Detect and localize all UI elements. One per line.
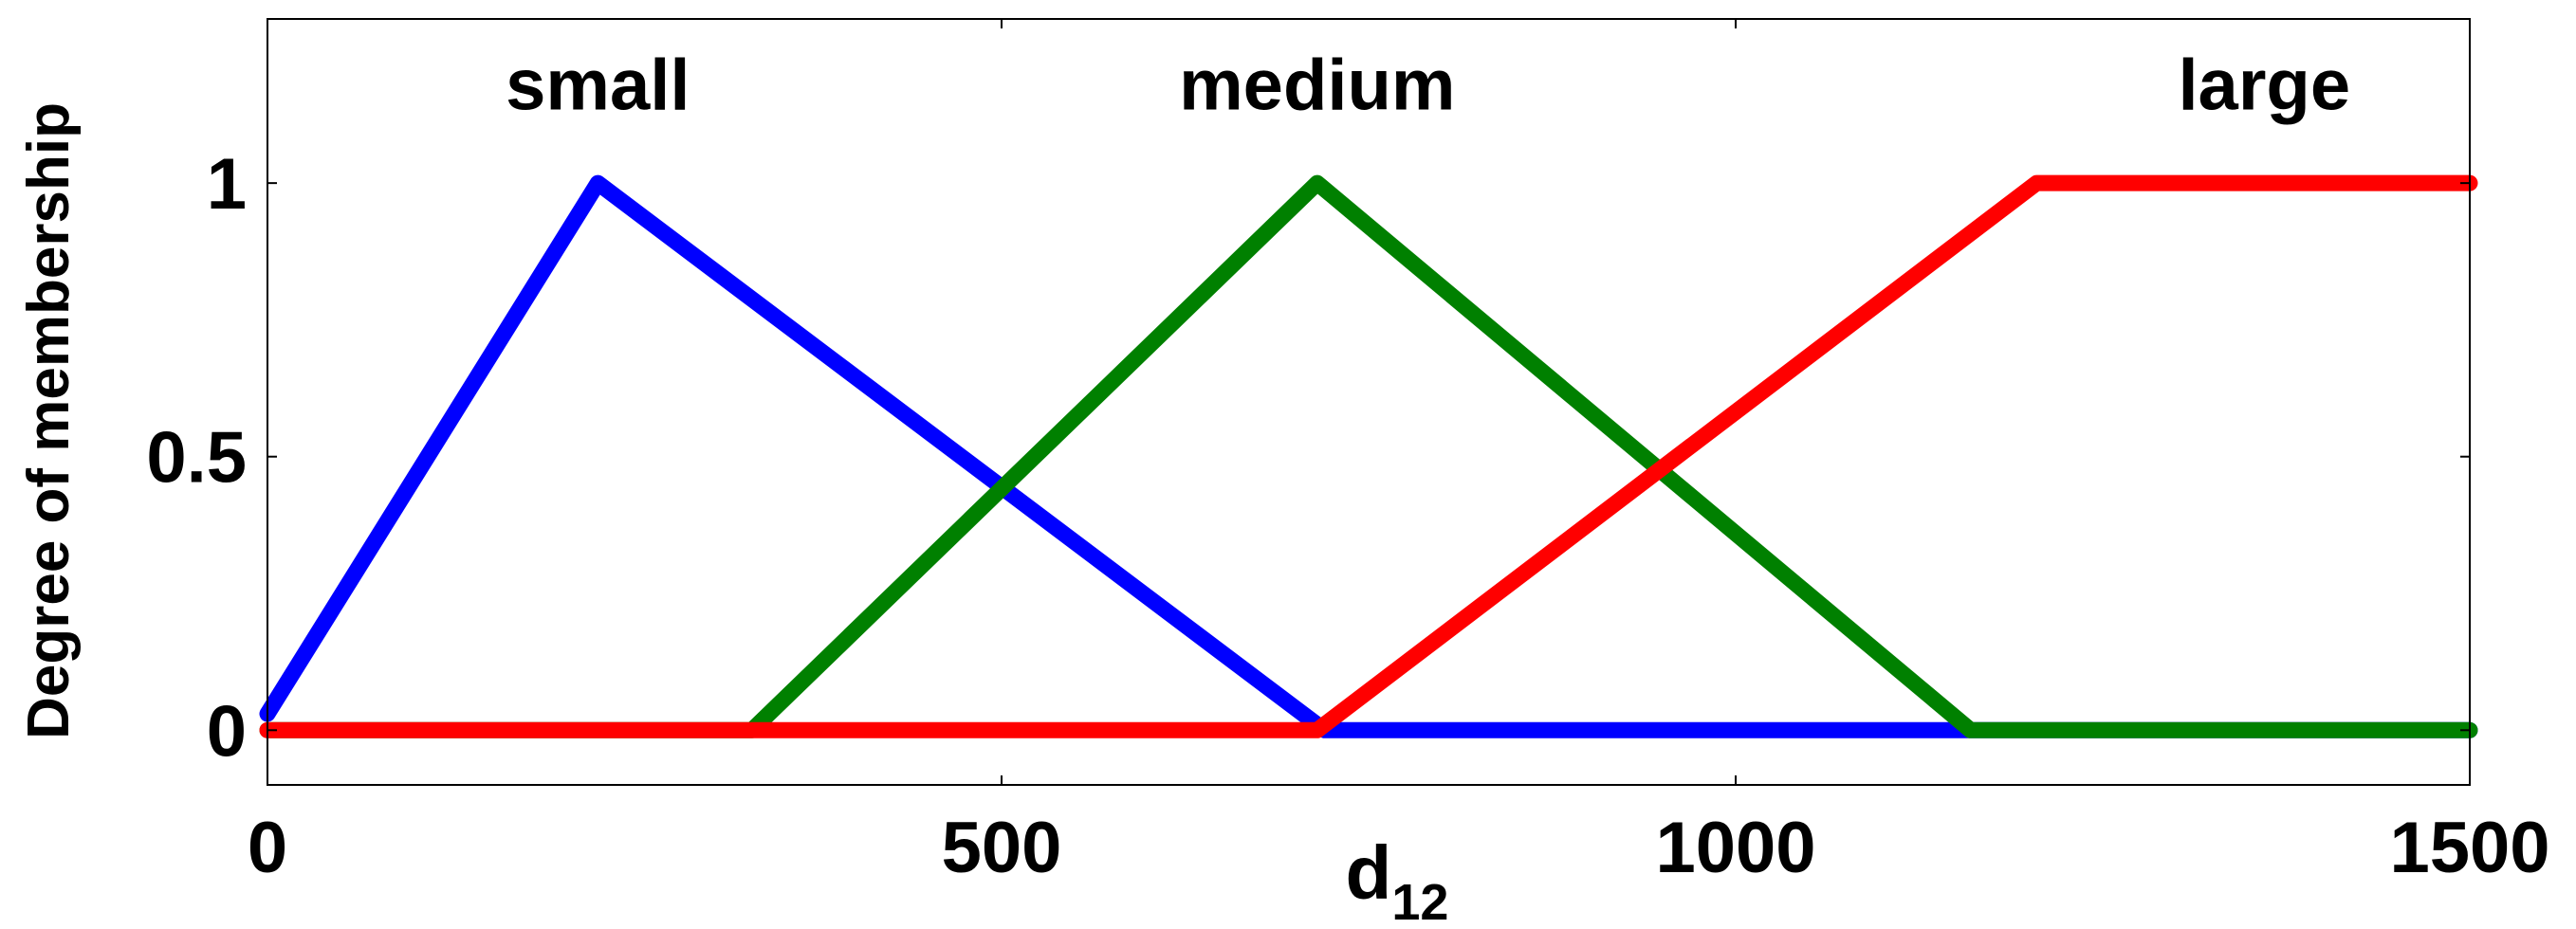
x-axis-title-subscript: 12 — [1391, 874, 1448, 929]
series-layer — [259, 174, 2478, 738]
plot-frame — [267, 18, 2471, 786]
x-tick-label: 1500 — [2389, 808, 2549, 888]
series-line-small — [259, 174, 2478, 738]
y-tick-label: 0 — [207, 691, 247, 772]
series-line-large — [259, 174, 2478, 738]
y-axis-title: Degree of membership — [16, 102, 82, 739]
y-tick-label: 1 — [207, 144, 247, 225]
x-axis-title: d12 — [1346, 830, 1449, 929]
series-label-medium: medium — [1179, 45, 1455, 125]
x-axis-title-main: d — [1346, 830, 1392, 915]
tick-layer — [267, 19, 2471, 785]
x-tick-label: 1000 — [1655, 808, 1815, 888]
x-tick-label: 500 — [942, 808, 1062, 888]
series-label-large: large — [2178, 45, 2350, 125]
x-tick-label: 0 — [248, 808, 287, 888]
y-tick-label: 0.5 — [146, 418, 247, 499]
series-label-small: small — [506, 45, 690, 125]
tick-label-layer: 0 500 1000 1500 0 0.5 1 — [146, 144, 2549, 888]
series-line-medium — [259, 174, 2478, 738]
series-label-layer: small medium large — [506, 45, 2350, 125]
